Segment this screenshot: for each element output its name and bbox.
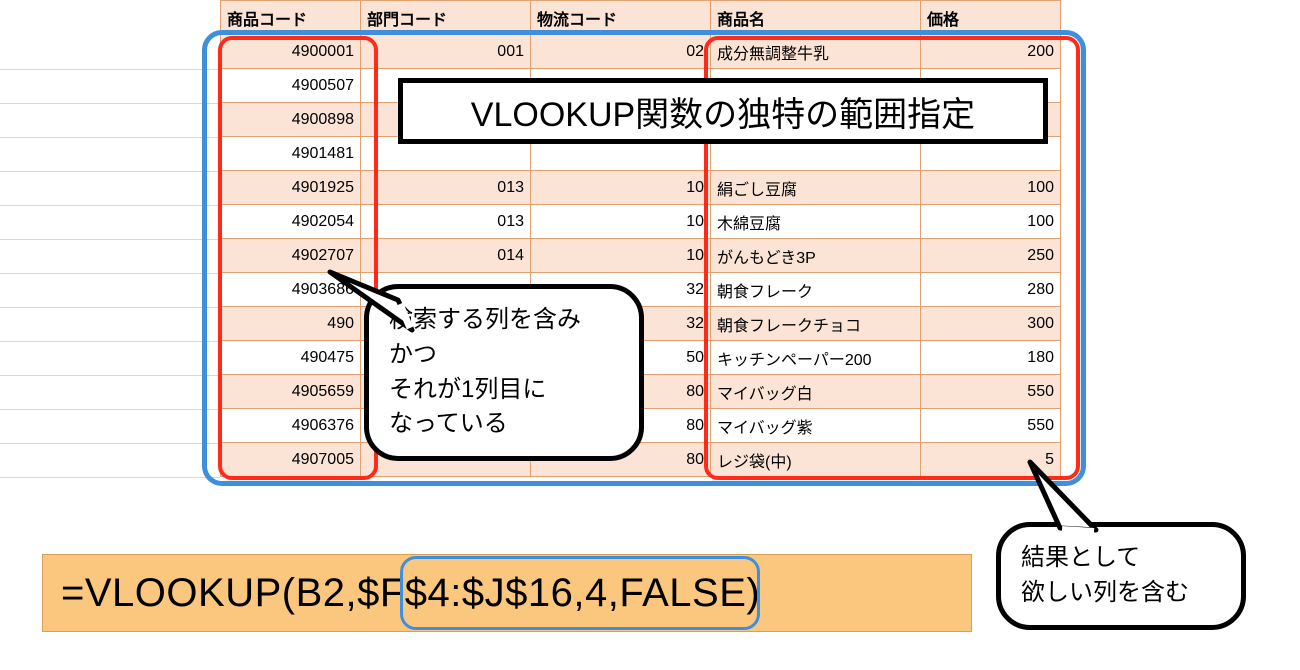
- cell-name: がんもどき3P: [711, 239, 921, 273]
- cell-code: 4901925: [221, 171, 361, 205]
- table-header-row: 商品コード 部門コード 物流コード 商品名 価格: [221, 1, 1061, 35]
- left-gutter: [0, 36, 220, 478]
- cell-name: 木綿豆腐: [711, 205, 921, 239]
- table-row: 490368632朝食フレーク280: [221, 273, 1061, 307]
- cell-price: 550: [921, 375, 1061, 409]
- cell-code: 4901481: [221, 137, 361, 171]
- cell-price: 250: [921, 239, 1061, 273]
- cell-name: マイバッグ白: [711, 375, 921, 409]
- cell-code: 490: [221, 307, 361, 341]
- table-row: 490700580レジ袋(中)5: [221, 443, 1061, 477]
- callout1-line3: それが1列目に: [389, 373, 619, 408]
- cell-dept: 001: [361, 35, 531, 69]
- cell-log: 10: [531, 171, 711, 205]
- cell-code: 4900898: [221, 103, 361, 137]
- cell-price: 550: [921, 409, 1061, 443]
- cell-price: 200: [921, 35, 1061, 69]
- cell-log: 10: [531, 239, 711, 273]
- table-row: 490270701410がんもどき3P250: [221, 239, 1061, 273]
- cell-code: 4907005: [221, 443, 361, 477]
- header-product-name: 商品名: [711, 1, 921, 35]
- callout1-line2: かつ: [389, 338, 619, 373]
- cell-name: 朝食フレークチョコ: [711, 307, 921, 341]
- header-price: 価格: [921, 1, 1061, 35]
- cell-name: 朝食フレーク: [711, 273, 921, 307]
- cell-code: 490475: [221, 341, 361, 375]
- cell-name: マイバッグ紫: [711, 409, 921, 443]
- cell-code: 4902707: [221, 239, 361, 273]
- cell-price: 300: [921, 307, 1061, 341]
- callout2-line2: 欲しい列を含む: [1021, 576, 1221, 611]
- cell-price: 280: [921, 273, 1061, 307]
- cell-log: 02: [531, 35, 711, 69]
- cell-price: 100: [921, 205, 1061, 239]
- cell-name: 絹ごし豆腐: [711, 171, 921, 205]
- cell-code: 4902054: [221, 205, 361, 239]
- callout2-line1: 結果として: [1021, 541, 1221, 576]
- cell-code: 4905659: [221, 375, 361, 409]
- cell-name: キッチンペーパー200: [711, 341, 921, 375]
- header-dept-code: 部門コード: [361, 1, 531, 35]
- cell-dept: 013: [361, 171, 531, 205]
- header-logistics: 物流コード: [531, 1, 711, 35]
- cell-price: 100: [921, 171, 1061, 205]
- table-row: 490205401310木綿豆腐100: [221, 205, 1061, 239]
- cell-log: 10: [531, 205, 711, 239]
- cell-code: 4906376: [221, 409, 361, 443]
- explanation-title: VLOOKUP関数の独特の範囲指定: [398, 78, 1048, 144]
- cell-code: 4903686: [221, 273, 361, 307]
- cell-dept: 013: [361, 205, 531, 239]
- callout-result-column: 結果として 欲しい列を含む: [996, 522, 1246, 630]
- callout-lookup-column: 検索する列を含み かつ それが1列目に なっている: [364, 284, 644, 461]
- formula-bar: =VLOOKUP(B2,$F$4:$J$16,4,FALSE): [42, 554, 972, 632]
- cell-price: 5: [921, 443, 1061, 477]
- header-product-code: 商品コード: [221, 1, 361, 35]
- table-row: 490192501310絹ごし豆腐100: [221, 171, 1061, 205]
- callout1-line4: なっている: [389, 407, 619, 442]
- cell-code: 4900001: [221, 35, 361, 69]
- cell-name: 成分無調整牛乳: [711, 35, 921, 69]
- explanation-title-text: VLOOKUP関数の独特の範囲指定: [471, 87, 975, 136]
- formula-range: $F$4:$J$16,: [357, 571, 585, 616]
- formula-part1: =VLOOKUP(B2,: [61, 571, 357, 616]
- formula-part3: 4,FALSE): [585, 571, 760, 616]
- callout1-line1: 検索する列を含み: [389, 303, 619, 338]
- cell-price: 180: [921, 341, 1061, 375]
- table-row: 490000100102成分無調整牛乳200: [221, 35, 1061, 69]
- cell-dept: 014: [361, 239, 531, 273]
- cell-code: 4900507: [221, 69, 361, 103]
- cell-name: レジ袋(中): [711, 443, 921, 477]
